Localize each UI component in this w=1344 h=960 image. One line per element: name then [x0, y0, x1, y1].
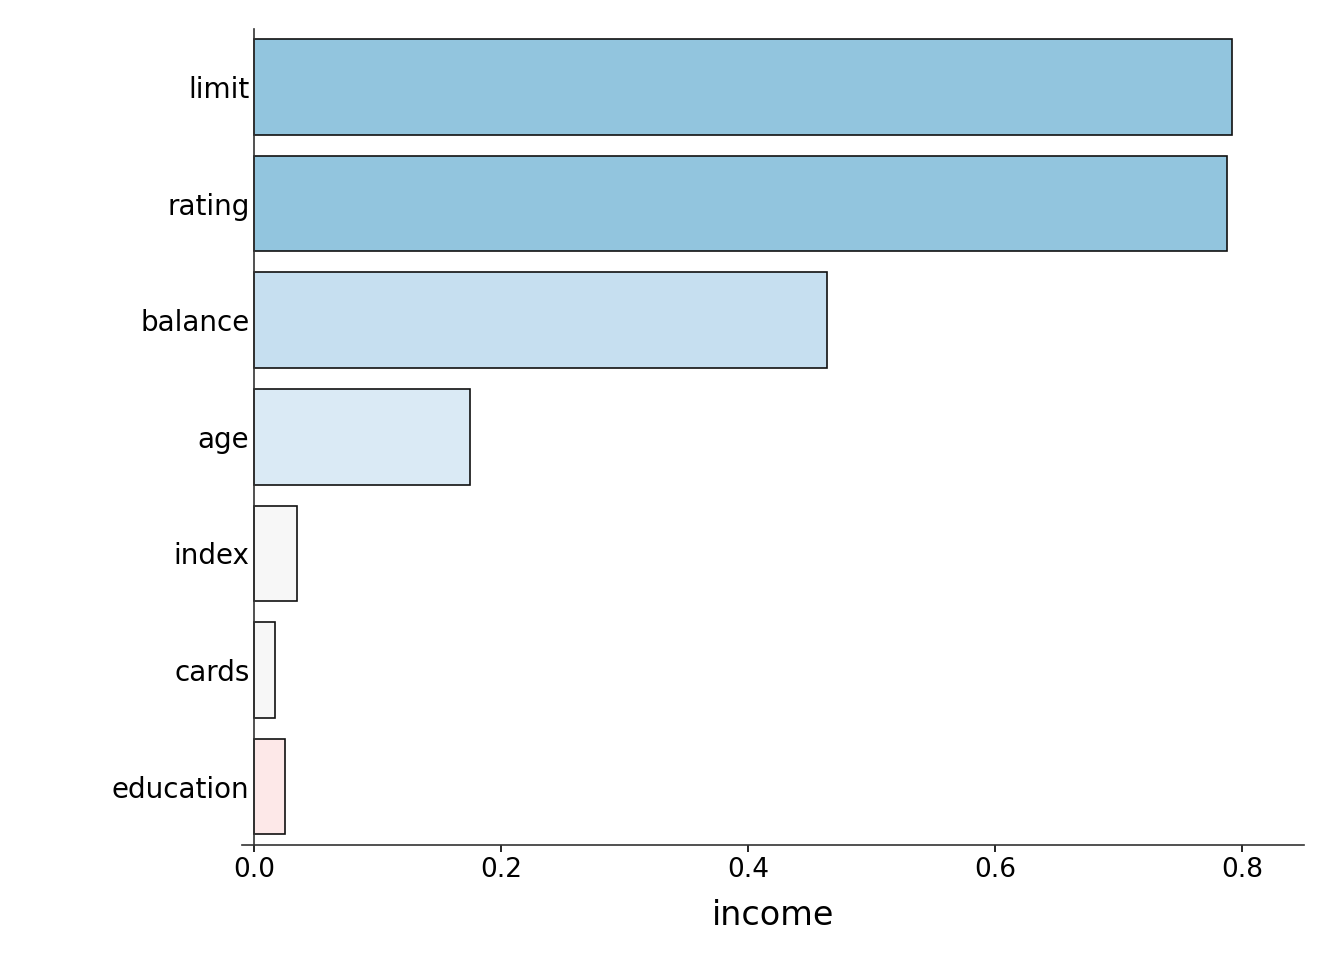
Bar	[254, 506, 297, 601]
Bar	[254, 156, 1227, 252]
Bar	[254, 739, 285, 834]
Bar	[254, 39, 1232, 134]
Bar	[254, 273, 827, 368]
Bar	[254, 622, 276, 718]
Bar	[254, 389, 470, 485]
X-axis label: income: income	[711, 900, 835, 932]
